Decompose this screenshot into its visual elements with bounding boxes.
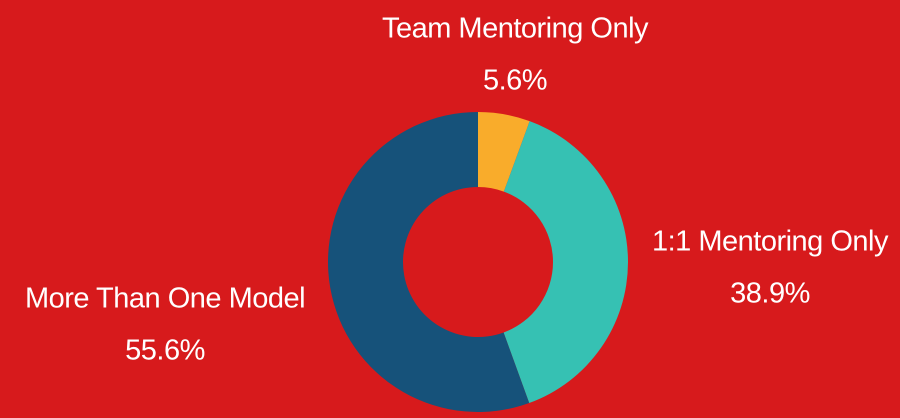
- slice: [503, 121, 628, 403]
- slice: [478, 112, 530, 192]
- slice-value: 38.9%: [730, 278, 810, 310]
- slice-label: Team Mentoring Only: [382, 13, 649, 45]
- slice: [328, 112, 530, 412]
- slice-value: 5.6%: [483, 65, 547, 97]
- slice-label: 1:1 Mentoring Only: [652, 226, 889, 258]
- slice-value: 55.6%: [125, 335, 205, 367]
- slice-label: More Than One Model: [25, 283, 305, 315]
